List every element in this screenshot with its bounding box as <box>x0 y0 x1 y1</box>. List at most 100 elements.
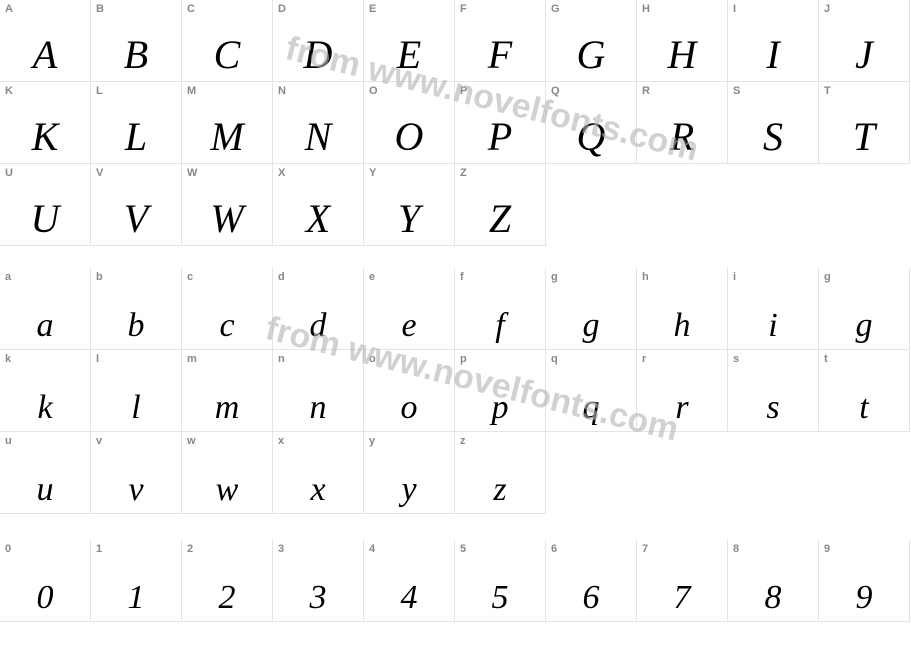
char-cell: UU <box>0 164 91 246</box>
char-cell: mm <box>182 350 273 432</box>
char-cell: JJ <box>819 0 910 82</box>
char-label: r <box>642 353 646 365</box>
char-label: h <box>642 271 649 283</box>
char-row: AABBCCDDEEFFGGHHIIJJ <box>0 0 910 82</box>
char-cell: vv <box>91 432 182 514</box>
char-label: K <box>5 85 13 97</box>
char-cell <box>637 432 728 514</box>
char-row: uuvvwwxxyyzz <box>0 432 910 514</box>
char-label: R <box>642 85 650 97</box>
char-cell: ww <box>182 432 273 514</box>
char-cell: 11 <box>91 540 182 622</box>
char-label: V <box>96 167 103 179</box>
char-label: X <box>278 167 285 179</box>
char-glyph: C <box>214 35 241 75</box>
char-cell: ee <box>364 268 455 350</box>
char-glyph: h <box>674 309 691 343</box>
char-cell: rr <box>637 350 728 432</box>
char-glyph: l <box>131 391 140 425</box>
char-cell: 66 <box>546 540 637 622</box>
char-label: 7 <box>642 543 648 555</box>
char-glyph: 1 <box>128 581 145 615</box>
char-glyph: S <box>763 117 783 157</box>
char-glyph: b <box>128 309 145 343</box>
char-glyph: 3 <box>310 581 327 615</box>
char-cell: xx <box>273 432 364 514</box>
char-cell: cc <box>182 268 273 350</box>
char-label: G <box>551 3 560 15</box>
char-label: S <box>733 85 740 97</box>
char-cell <box>546 164 637 246</box>
char-cell: 00 <box>0 540 91 622</box>
char-label: a <box>5 271 11 283</box>
char-cell: bb <box>91 268 182 350</box>
char-glyph: T <box>853 117 875 157</box>
char-glyph: J <box>855 35 873 75</box>
char-glyph: g <box>583 309 600 343</box>
char-glyph: X <box>306 199 330 239</box>
char-label: 5 <box>460 543 466 555</box>
char-cell: ii <box>728 268 819 350</box>
char-glyph: W <box>210 199 243 239</box>
char-label: z <box>460 435 466 447</box>
char-label: 8 <box>733 543 739 555</box>
char-label: D <box>278 3 286 15</box>
char-glyph: g <box>856 309 873 343</box>
char-cell: BB <box>91 0 182 82</box>
char-cell <box>819 432 910 514</box>
char-cell: EE <box>364 0 455 82</box>
char-cell: ll <box>91 350 182 432</box>
char-label: x <box>278 435 284 447</box>
char-glyph: i <box>768 309 777 343</box>
char-label: 0 <box>5 543 11 555</box>
char-glyph: G <box>577 35 606 75</box>
char-glyph: Z <box>489 199 511 239</box>
char-cell: nn <box>273 350 364 432</box>
char-label: 6 <box>551 543 557 555</box>
char-glyph: d <box>310 309 327 343</box>
char-glyph: Q <box>577 117 606 157</box>
char-label: N <box>278 85 286 97</box>
char-label: H <box>642 3 650 15</box>
char-cell: 77 <box>637 540 728 622</box>
char-label: b <box>96 271 103 283</box>
char-cell: DD <box>273 0 364 82</box>
char-cell: ss <box>728 350 819 432</box>
char-cell: AA <box>0 0 91 82</box>
char-glyph: R <box>670 117 694 157</box>
char-glyph: x <box>310 473 325 507</box>
char-label: p <box>460 353 467 365</box>
char-label: Z <box>460 167 467 179</box>
char-glyph: y <box>401 473 416 507</box>
char-label: 1 <box>96 543 102 555</box>
char-cell: dd <box>273 268 364 350</box>
char-glyph: 8 <box>765 581 782 615</box>
char-glyph: M <box>210 117 243 157</box>
char-glyph: I <box>766 35 779 75</box>
char-label: q <box>551 353 558 365</box>
char-label: w <box>187 435 196 447</box>
char-cell: 55 <box>455 540 546 622</box>
char-label: e <box>369 271 375 283</box>
char-cell: XX <box>273 164 364 246</box>
char-label: 2 <box>187 543 193 555</box>
char-cell <box>728 432 819 514</box>
char-glyph: 7 <box>674 581 691 615</box>
char-glyph: p <box>492 391 509 425</box>
char-label: M <box>187 85 196 97</box>
char-cell: GG <box>546 0 637 82</box>
char-label: Y <box>369 167 376 179</box>
char-glyph: K <box>32 117 59 157</box>
char-label: O <box>369 85 378 97</box>
char-glyph: n <box>310 391 327 425</box>
char-glyph: A <box>33 35 57 75</box>
char-label: 3 <box>278 543 284 555</box>
char-label: s <box>733 353 739 365</box>
char-row: kkllmmnnooppqqrrsstt <box>0 350 910 432</box>
char-label: U <box>5 167 13 179</box>
char-label: 9 <box>824 543 830 555</box>
char-label: k <box>5 353 11 365</box>
char-cell: uu <box>0 432 91 514</box>
char-cell: ff <box>455 268 546 350</box>
char-label: L <box>96 85 103 97</box>
